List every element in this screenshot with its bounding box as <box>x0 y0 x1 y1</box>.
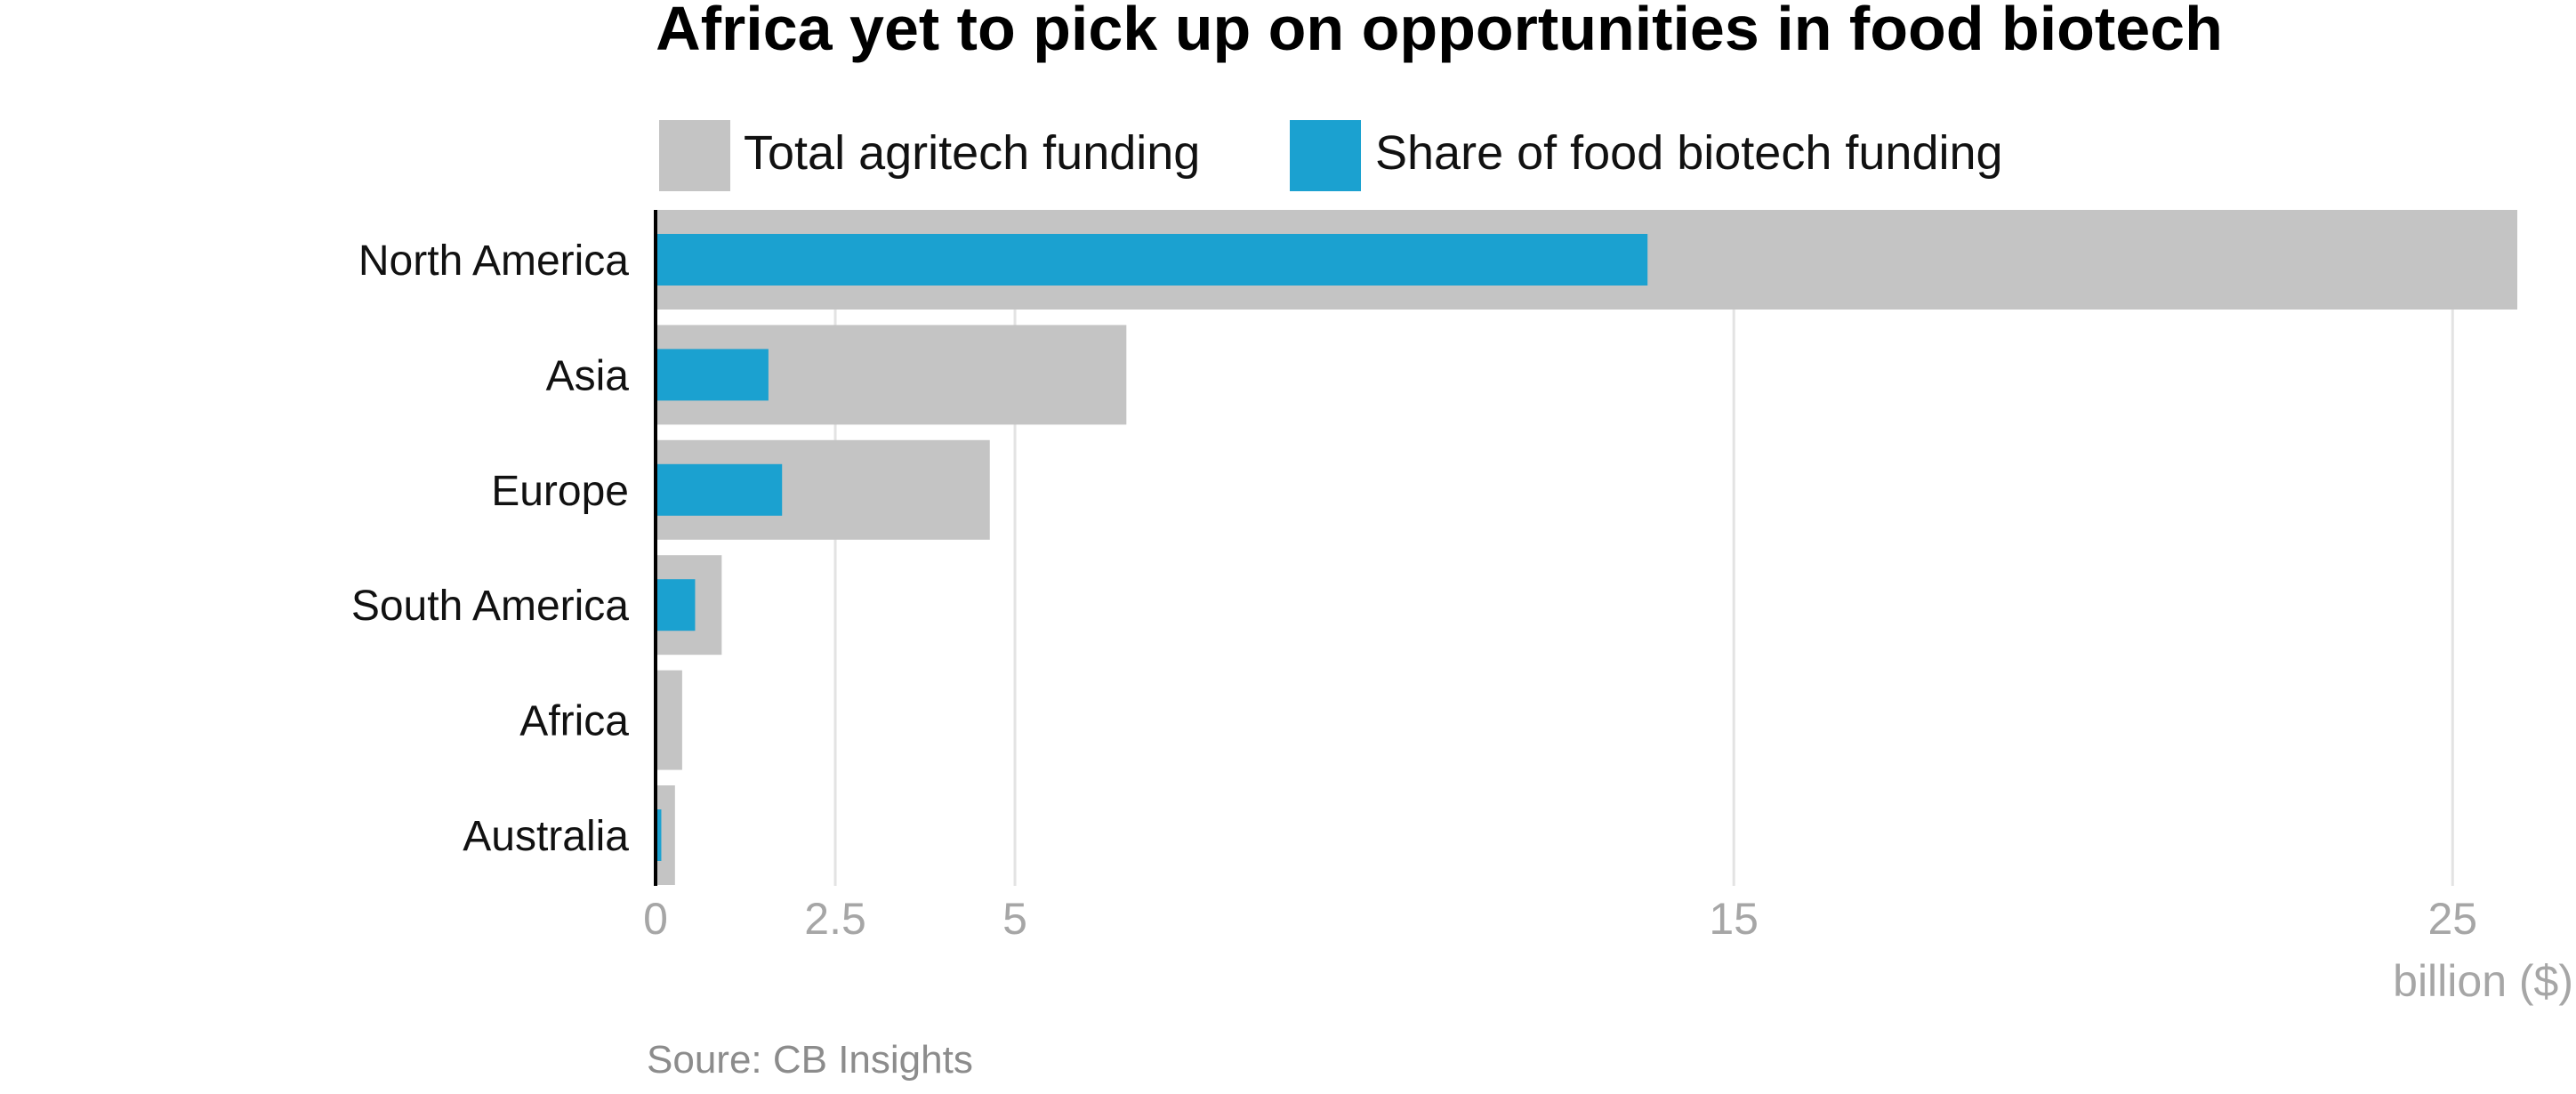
legend-swatch-share-of-food-biotech-funding <box>1290 120 1361 191</box>
x-tick-label-5: 5 <box>1002 894 1027 944</box>
x-tick-label-15: 15 <box>1709 894 1759 944</box>
bar-share-asia <box>656 349 769 401</box>
legend: Total agritech funding Share of food biot… <box>659 120 2003 191</box>
category-label-europe: Europe <box>491 468 629 515</box>
x-tick-label-25: 25 <box>2427 894 2477 944</box>
category-label-australia: Australia <box>463 813 629 860</box>
category-label-africa: Africa <box>519 698 629 745</box>
category-label-south-america: South America <box>351 583 629 630</box>
gridlines <box>833 210 2454 886</box>
bar-share-south-america <box>656 579 696 631</box>
category-labels: North America Asia Europe South America Afri… <box>351 237 629 860</box>
x-axis-label: billion ($) <box>2393 956 2573 1006</box>
bar-share-europe <box>656 463 783 516</box>
bars <box>656 210 2517 885</box>
legend-swatch-total-agritech-funding <box>659 120 730 191</box>
legend-label-total-agritech-funding: Total agritech funding <box>744 126 1200 180</box>
bar-share-north-america <box>656 234 1648 286</box>
x-tick-label-2-5: 2.5 <box>804 894 866 944</box>
category-label-north-america: North America <box>358 237 629 285</box>
source-note: Soure: CB Insights <box>647 1038 973 1082</box>
bar-share-australia <box>656 809 662 861</box>
bar-total-africa <box>656 670 682 770</box>
x-tick-labels: 0 2.5 5 15 25 <box>643 894 2477 944</box>
legend-label-share-of-food-biotech-funding: Share of food biotech funding <box>1375 126 2003 180</box>
x-tick-label-0: 0 <box>643 894 668 944</box>
category-label-asia: Asia <box>546 352 630 399</box>
chart-title: Africa yet to pick up on opportunities i… <box>656 0 2223 63</box>
